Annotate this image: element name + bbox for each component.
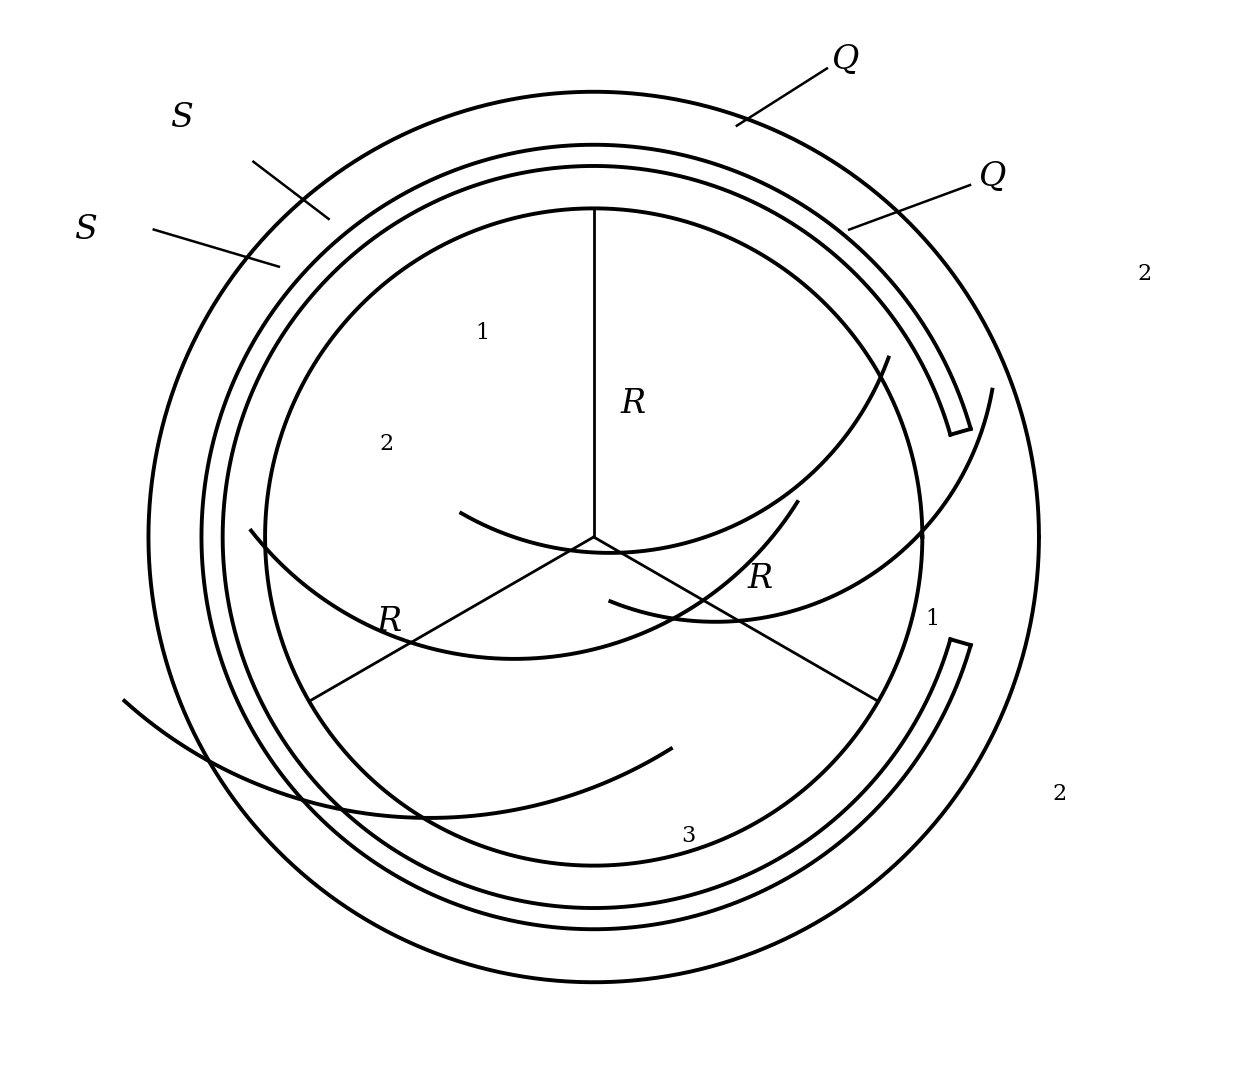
Text: Q: Q xyxy=(978,160,1006,192)
Text: S: S xyxy=(170,102,192,134)
Text: Q: Q xyxy=(832,44,859,76)
Text: S: S xyxy=(74,214,97,246)
Text: 1: 1 xyxy=(475,322,489,344)
Text: R: R xyxy=(377,606,402,638)
Text: 2: 2 xyxy=(1053,783,1066,804)
Text: R: R xyxy=(748,564,773,595)
Text: R: R xyxy=(620,389,645,421)
Text: 2: 2 xyxy=(379,433,393,455)
Text: 2: 2 xyxy=(1137,263,1152,286)
Text: 1: 1 xyxy=(925,608,940,630)
Text: 3: 3 xyxy=(682,825,696,847)
